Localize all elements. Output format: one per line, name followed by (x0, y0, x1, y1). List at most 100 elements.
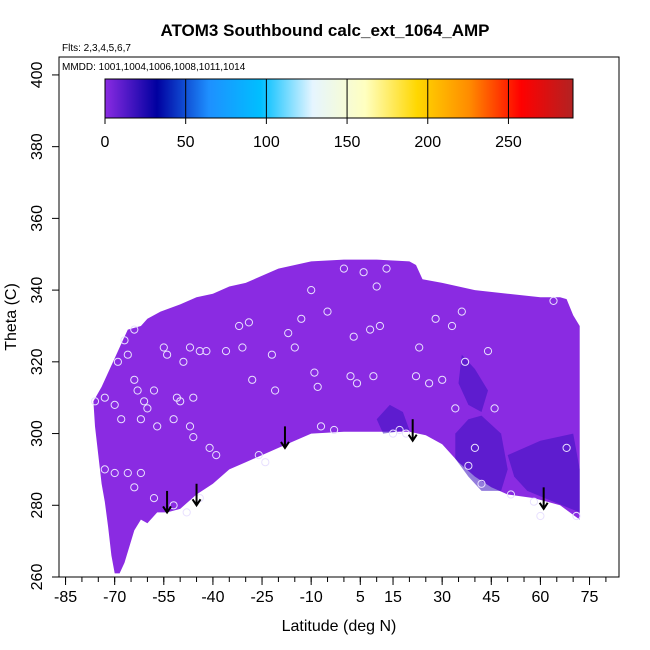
observation-point (120, 336, 129, 345)
observation-point (117, 415, 126, 424)
y-tick-label: 280 (29, 492, 46, 519)
observation-point (189, 433, 198, 442)
observation-point (464, 461, 473, 470)
down-arrow (191, 483, 202, 508)
observation-point (130, 325, 139, 334)
observation-point (375, 321, 384, 331)
observation-point (346, 372, 355, 381)
observation-point (366, 325, 375, 334)
observation-point (461, 357, 470, 366)
observation-point (238, 343, 247, 352)
y-tick-label: 260 (29, 564, 46, 591)
dark-patch-2 (458, 354, 488, 412)
observation-point (110, 468, 119, 478)
arrow-head (162, 505, 172, 515)
x-tick-label: 30 (433, 589, 451, 606)
observation-point (176, 397, 185, 406)
observation-point (185, 343, 195, 352)
arrow-head (538, 502, 549, 511)
x-axis-label: Latitude (deg N) (282, 618, 397, 635)
observation-point (490, 404, 499, 413)
observation-point (163, 350, 172, 359)
observation-point (359, 268, 368, 277)
dark-patch-1 (507, 433, 580, 513)
plot-area (58, 56, 620, 578)
observation-point (140, 397, 149, 406)
observation-point (169, 501, 178, 510)
observation-point (549, 296, 558, 305)
down-arrow (162, 490, 172, 515)
observation-point (349, 332, 358, 341)
x-tick-label: 15 (384, 589, 402, 606)
observation-point (330, 425, 339, 435)
observation-point (352, 379, 362, 388)
y-tick-label: 300 (29, 420, 46, 447)
observation-point (110, 400, 119, 409)
observation-point (149, 494, 159, 503)
observation-point (372, 282, 381, 291)
observation-point (179, 357, 188, 366)
colorbar-tick-label: 0 (101, 134, 110, 151)
y-tick-label: 360 (29, 205, 46, 232)
observation-point (136, 415, 145, 424)
observation-point (159, 343, 168, 352)
observation-point (136, 468, 145, 478)
observation-point (572, 511, 581, 521)
observation-point (261, 458, 270, 467)
arrow-head (407, 434, 418, 443)
dark-patch-0 (455, 415, 508, 491)
observation-point (254, 451, 263, 460)
observation-point (271, 386, 280, 395)
colorbar-tick-label: 50 (177, 134, 195, 151)
observation-point (529, 497, 539, 506)
x-tick-label: -55 (152, 589, 175, 606)
x-tick-label: -10 (300, 589, 323, 606)
y-tick-label: 320 (29, 348, 46, 375)
observation-point (307, 286, 316, 295)
x-tick-label: -40 (201, 589, 224, 606)
y-tick-label: 340 (29, 277, 46, 304)
observation-point (235, 321, 244, 331)
observation-point (339, 264, 348, 273)
y-axis-label: Theta (C) (3, 283, 20, 351)
plot-frame (58, 56, 620, 578)
observation-point (431, 314, 440, 323)
x-tick-label: 5 (356, 589, 365, 606)
observation-point (130, 375, 139, 384)
observation-point (143, 404, 152, 413)
observation-point (205, 443, 214, 452)
observation-point (100, 393, 109, 402)
colorbar: 0 50 100 150 200 250 (101, 78, 574, 151)
observation-point (195, 347, 204, 356)
observation-point (470, 443, 479, 452)
observation-point (123, 350, 132, 359)
observation-point (323, 307, 332, 316)
observation-point (402, 429, 411, 438)
colorbar-tick-label: 100 (253, 134, 280, 151)
observation-point (297, 314, 306, 323)
down-arrow (407, 419, 418, 443)
observation-point (425, 379, 434, 388)
observation-point (506, 490, 515, 499)
observation-point (130, 483, 139, 492)
observation-point (316, 422, 326, 431)
observation-point (313, 382, 322, 391)
observation-point (415, 343, 424, 352)
observation-point (202, 347, 211, 356)
x-tick-label: -25 (250, 589, 273, 606)
observation-point (369, 372, 378, 381)
observation-point (248, 375, 257, 384)
colorbar-tick-label: 200 (414, 134, 441, 151)
arrow-head (191, 498, 202, 508)
chart-title: ATOM3 Southbound calc_ext_1064_AMP (160, 21, 489, 40)
observation-point (149, 386, 159, 395)
observation-point (290, 343, 299, 352)
observation-point (284, 329, 293, 338)
x-tick-label: -85 (54, 589, 77, 606)
colorbar-tick-label: 150 (334, 134, 361, 151)
observation-point (395, 425, 404, 435)
observation-point (189, 393, 198, 402)
observation-point (169, 415, 178, 424)
observation-point (133, 386, 142, 395)
